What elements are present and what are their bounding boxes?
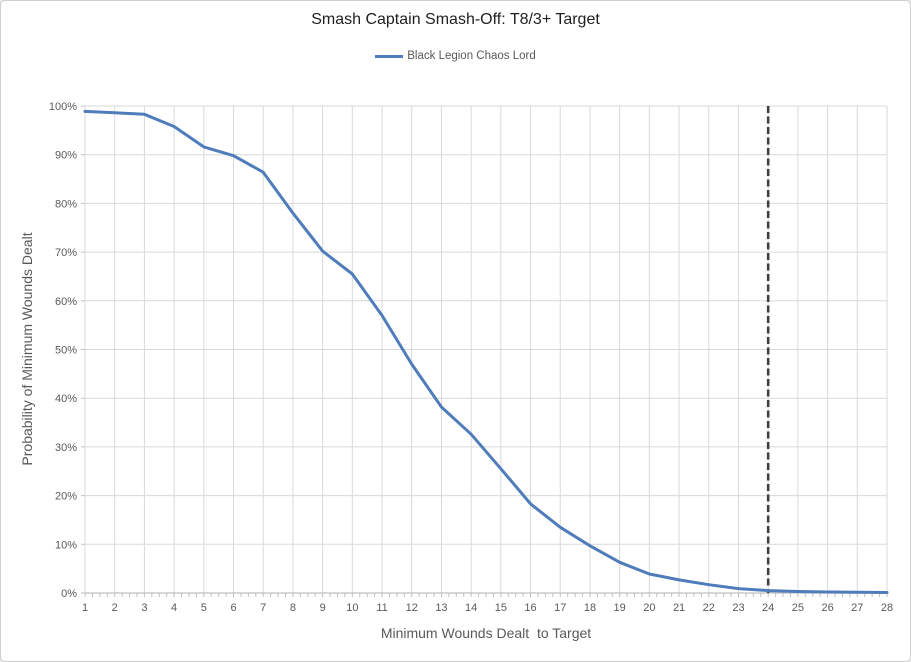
y-axis-title: Probability of Minimum Wounds Dealt xyxy=(19,232,35,466)
x-tick-label: 7 xyxy=(260,602,266,614)
x-tick-label: 21 xyxy=(673,602,685,614)
x-tick-label: 23 xyxy=(732,602,744,614)
x-tick-label: 15 xyxy=(495,602,507,614)
x-axis-title: Minimum Wounds Dealt to Target xyxy=(380,625,592,641)
x-tick-label: 2 xyxy=(112,602,118,614)
y-tick-label: 80% xyxy=(55,198,77,210)
y-tick-label: 0% xyxy=(61,588,77,600)
y-tick-label: 60% xyxy=(55,296,77,308)
legend: Black Legion Chaos Lord xyxy=(1,50,910,62)
x-tick-label: 4 xyxy=(171,602,177,614)
x-tick-label: 24 xyxy=(762,602,774,614)
legend-label: Black Legion Chaos Lord xyxy=(407,50,536,62)
x-tick-label: 26 xyxy=(821,602,833,614)
y-tick-label: 20% xyxy=(55,491,77,503)
y-tick-label: 10% xyxy=(55,539,77,551)
x-tick-label: 10 xyxy=(346,602,358,614)
x-tick-label: 12 xyxy=(406,602,418,614)
x-tick-label: 18 xyxy=(584,602,596,614)
x-tick-label: 27 xyxy=(851,602,863,614)
x-tick-label: 16 xyxy=(524,602,536,614)
x-tick-label: 13 xyxy=(435,602,447,614)
x-tick-label: 22 xyxy=(703,602,715,614)
x-tick-label: 8 xyxy=(290,602,296,614)
x-tick-label: 1 xyxy=(82,602,88,614)
x-tick-label: 25 xyxy=(792,602,804,614)
x-tick-label: 28 xyxy=(881,602,893,614)
x-tick-label: 17 xyxy=(554,602,566,614)
x-tick-label: 11 xyxy=(376,602,387,614)
x-tick-label: 20 xyxy=(643,602,655,614)
x-tick-label: 9 xyxy=(320,602,326,614)
y-tick-label: 30% xyxy=(55,442,77,454)
y-tick-label: 90% xyxy=(55,150,77,162)
x-tick-label: 14 xyxy=(465,602,477,614)
series-line xyxy=(83,109,889,594)
x-tick-label: 3 xyxy=(141,602,147,614)
y-tick-label: 50% xyxy=(55,345,77,357)
y-tick-label: 70% xyxy=(55,247,77,259)
y-tick-label: 100% xyxy=(49,101,77,113)
legend-line-sample xyxy=(375,54,404,58)
x-tick-label: 5 xyxy=(201,602,207,614)
x-tick-label: 19 xyxy=(614,602,626,614)
y-tick-label: 40% xyxy=(55,393,77,405)
x-tick-label: 6 xyxy=(230,602,236,614)
chart-title: Smash Captain Smash-Off: T8/3+ Target xyxy=(311,11,600,28)
